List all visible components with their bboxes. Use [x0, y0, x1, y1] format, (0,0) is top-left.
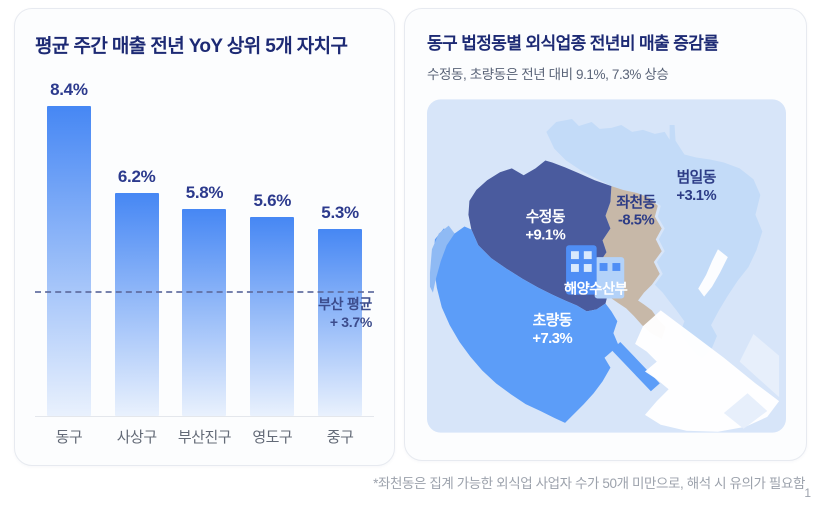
category-row: 동구 사상구 부산진구 영도구 중구: [35, 426, 374, 447]
map-svg: 해양수산부 수정동 +9.1% 좌천동 -8.5% 범일동 +3.1% 초량동 …: [427, 99, 786, 433]
region-beomil[interactable]: [546, 119, 763, 359]
busan-average-label: 부산 평균 + 3.7%: [318, 296, 372, 331]
bar-value-label: 8.4%: [50, 80, 88, 99]
bar-column: 6.2%: [103, 167, 171, 416]
bar[interactable]: [318, 229, 363, 416]
port-area-light-1: [739, 334, 780, 398]
bar-plot: 부산 평균 + 3.7% 8.4% 6.2% 5.8% 5.6% 5.3%: [35, 76, 374, 417]
bar-column: 5.3%: [306, 203, 374, 416]
busan-average-label-line2: + 3.7%: [329, 313, 372, 330]
map-subtitle: 수정동, 초량동은 전년 대비 9.1%, 7.3% 상승: [427, 67, 669, 82]
region-label-choryang-name: 초량동: [533, 311, 573, 329]
dashboard: 평균 주간 매출 전년 YoY 상위 5개 자치구 부산 평균 + 3.7% 8…: [14, 8, 807, 466]
region-jwacheon[interactable]: [598, 186, 666, 339]
coast-wedge-west: [429, 225, 455, 293]
map-title: 동구 법정동별 외식업종 전년비 매출 증감률: [427, 34, 719, 53]
footnote: *좌천동은 집계 가능한 외식업 사업자 수가 50개 미만으로, 해석 시 유…: [373, 476, 805, 491]
bar-value-label: 6.2%: [117, 167, 156, 186]
bar-value-label: 5.3%: [321, 203, 359, 222]
category-label: 중구: [326, 429, 354, 446]
bar-chart-panel: 평균 주간 매출 전년 YoY 상위 5개 자치구 부산 평균 + 3.7% 8…: [14, 8, 395, 466]
region-label-sujeong-name: 수정동: [526, 208, 566, 226]
region-choryang[interactable]: [433, 226, 619, 423]
region-label-beomil-value: +3.1%: [676, 188, 716, 204]
bar-column: 5.8%: [171, 183, 239, 416]
district-map: 해양수산부 수정동 +9.1% 좌천동 -8.5% 범일동 +3.1% 초량동 …: [427, 99, 786, 433]
bar[interactable]: [46, 106, 91, 416]
region-label-sujeong-value: +9.1%: [525, 227, 565, 243]
bar[interactable]: [182, 209, 227, 416]
choryang-pier: [611, 341, 660, 392]
map-panel: 동구 법정동별 외식업종 전년비 매출 증감률 수정동, 초량동은 전년 대비 …: [404, 8, 807, 461]
landmark-label: 해양수산부: [564, 281, 628, 298]
bar-chart: 부산 평균 + 3.7% 8.4% 6.2% 5.8% 5.6% 5.3% 동구 사상구 부…: [35, 76, 374, 447]
bar[interactable]: [250, 217, 295, 416]
government-building-icon: [566, 245, 625, 299]
coast-pier-east: [698, 249, 728, 297]
bar-column: 5.6%: [238, 191, 306, 416]
category-label: 사상구: [116, 429, 157, 446]
bar[interactable]: [114, 193, 159, 416]
busan-average-label-line1: 부산 평균: [318, 296, 372, 312]
page-number: 1: [804, 486, 811, 500]
region-label-jwacheon-name: 좌천동: [616, 193, 656, 211]
bar-value-label: 5.6%: [253, 191, 292, 210]
bar-value-label: 5.8%: [185, 183, 224, 202]
category-label: 부산진구: [177, 429, 232, 446]
category-label: 영도구: [252, 429, 293, 446]
busan-average-line: [35, 291, 374, 293]
bar-column: 8.4%: [35, 80, 103, 416]
region-label-choryang-value: +7.3%: [532, 331, 572, 347]
bar-chart-title: 평균 주간 매출 전년 YoY 상위 5개 자치구: [35, 36, 348, 57]
region-label-beomil-name: 범일동: [677, 169, 717, 186]
region-label-jwacheon-value: -8.5%: [618, 213, 654, 229]
port-area-light-2: [723, 393, 768, 429]
category-label: 동구: [55, 429, 83, 446]
